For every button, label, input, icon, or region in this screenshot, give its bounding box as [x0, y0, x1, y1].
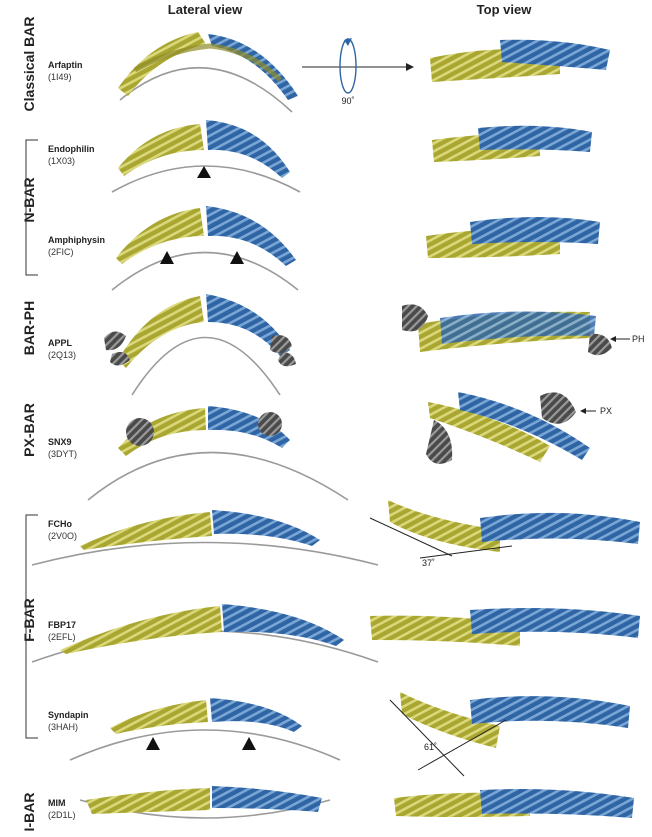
membrane-insertion-marker-icon — [160, 251, 174, 264]
family-label-n-bar: N-BAR — [21, 177, 37, 222]
svg-text:(3DYT): (3DYT) — [48, 449, 77, 459]
arrow-right-icon — [406, 63, 414, 71]
top-structure-syndapin: 61˚ — [389, 692, 630, 777]
svg-text:APPL: APPL — [48, 338, 73, 348]
family-label-i-bar: I-BAR — [21, 793, 37, 832]
svg-text:Arfaptin: Arfaptin — [48, 60, 83, 70]
top-structure-fcho: 37˚ — [369, 500, 640, 568]
lateral-structure-endophilin — [111, 120, 301, 193]
svg-text:SNX9: SNX9 — [48, 437, 72, 447]
svg-text:(2FIC): (2FIC) — [48, 247, 74, 257]
svg-text:FBP17: FBP17 — [48, 620, 76, 630]
family-label-px-bar: PX-BAR — [21, 403, 37, 457]
protein-label-fcho: FCHo (2V0O) — [48, 519, 77, 541]
rotation-angle-label: 90˚ — [341, 96, 354, 106]
rotation-arrow-icon — [339, 38, 357, 94]
membrane-insertion-marker-icon — [230, 251, 244, 264]
lateral-structure-amphiphysin — [111, 206, 299, 291]
svg-text:(1X03): (1X03) — [48, 156, 75, 166]
lateral-structure-mim — [79, 786, 331, 819]
arrow-left-icon — [610, 336, 616, 342]
header-lateral-view: Lateral view — [168, 2, 243, 17]
lateral-structure-appl — [104, 294, 296, 396]
protein-label-mim: MIM (2D1L) — [48, 798, 76, 820]
svg-text:MIM: MIM — [48, 798, 66, 808]
top-structure-snx9: PX — [426, 392, 612, 464]
protein-label-amphiphysin: Amphiphysin (2FIC) — [48, 235, 105, 257]
protein-label-snx9: SNX9 (3DYT) — [48, 437, 77, 459]
px-domain-label: PX — [600, 406, 612, 416]
lateral-structure-fbp17 — [31, 604, 379, 663]
top-structure-arfaptin — [430, 39, 610, 82]
top-structure-amphiphysin — [426, 217, 600, 258]
bracket-n-bar — [25, 139, 38, 276]
top-structure-endophilin — [432, 125, 592, 162]
top-structure-mim — [394, 789, 634, 818]
protein-label-appl: APPL (2Q13) — [48, 338, 76, 360]
ph-domain-label: PH — [632, 334, 645, 344]
angle-label-fcho: 37˚ — [422, 558, 435, 568]
protein-label-arfaptin: Arfaptin (1I49) — [48, 60, 83, 82]
top-structure-fbp17 — [370, 608, 640, 646]
arrow-left-icon — [580, 408, 586, 414]
protein-label-syndapin: Syndapin (3HAH) — [48, 710, 89, 732]
membrane-insertion-marker-icon — [146, 737, 160, 750]
svg-text:Amphiphysin: Amphiphysin — [48, 235, 105, 245]
svg-text:Syndapin: Syndapin — [48, 710, 89, 720]
lateral-structure-snx9 — [87, 406, 349, 501]
svg-text:(2V0O): (2V0O) — [48, 531, 77, 541]
protein-label-fbp17: FBP17 (2EFL) — [48, 620, 76, 642]
membrane-insertion-marker-icon — [242, 737, 256, 750]
lateral-structure-fcho — [31, 510, 379, 566]
family-label-classical-bar: Classical BAR — [21, 17, 37, 112]
svg-text:(2Q13): (2Q13) — [48, 350, 76, 360]
angle-label-syndapin: 61˚ — [424, 742, 437, 752]
header-top-view: Top view — [477, 2, 533, 17]
lateral-structure-arfaptin — [118, 32, 298, 113]
lateral-structure-syndapin — [69, 698, 341, 761]
svg-text:(3HAH): (3HAH) — [48, 722, 78, 732]
family-label-bar-ph: BAR-PH — [21, 301, 37, 355]
protein-label-endophilin: Endophilin (1X03) — [48, 144, 95, 166]
bracket-f-bar — [25, 514, 38, 739]
svg-text:FCHo: FCHo — [48, 519, 72, 529]
svg-text:(1I49): (1I49) — [48, 72, 72, 82]
top-structure-appl: PH — [402, 304, 645, 356]
rotation-indicator: 90˚ — [302, 38, 414, 106]
svg-text:Endophilin: Endophilin — [48, 144, 95, 154]
family-label-f-bar: F-BAR — [21, 598, 37, 642]
svg-text:(2D1L): (2D1L) — [48, 810, 76, 820]
svg-text:(2EFL): (2EFL) — [48, 632, 76, 642]
membrane-insertion-marker-icon — [197, 166, 211, 178]
